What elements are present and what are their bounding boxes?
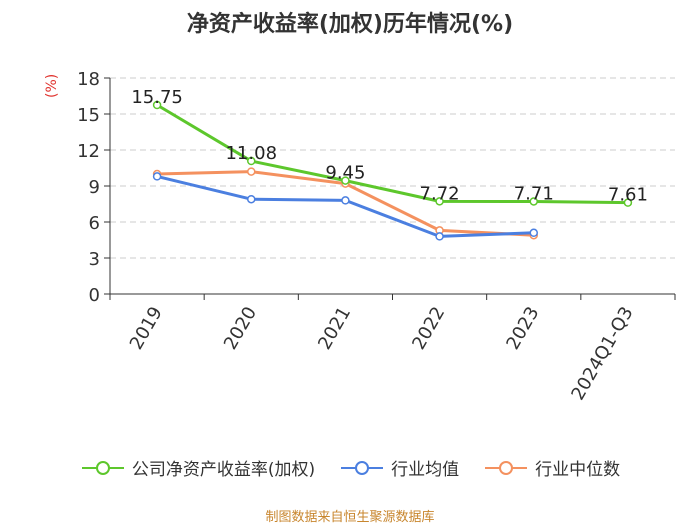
legend-swatch-industry-median xyxy=(485,460,528,475)
x-tick-label: 2019 xyxy=(126,303,167,353)
y-tick-label: 15 xyxy=(77,105,100,126)
series-lines xyxy=(152,100,633,241)
series-point xyxy=(247,194,256,204)
legend-marker xyxy=(499,460,514,475)
y-tick-label: 18 xyxy=(77,69,100,90)
source-note: 制图数据来自恒生聚源数据库 xyxy=(265,510,435,525)
y-tick-label: 6 xyxy=(89,213,100,234)
series-line xyxy=(156,103,628,205)
legend-swatch-industry-avg xyxy=(341,460,384,475)
y-tick-label: 0 xyxy=(89,285,100,306)
series-point xyxy=(341,196,350,205)
series-point xyxy=(341,176,350,185)
data-label: 7.71 xyxy=(514,183,554,204)
series-point xyxy=(529,228,538,238)
y-tick-label: 3 xyxy=(89,249,100,270)
series-point xyxy=(247,167,256,176)
data-label: 15.75 xyxy=(131,87,183,108)
x-tick-label: 2020 xyxy=(220,303,261,353)
legend-label-industry-median: 行业中位数 xyxy=(535,460,621,480)
y-tick-label: 12 xyxy=(77,141,100,162)
series-point xyxy=(435,197,444,206)
series-point xyxy=(152,172,162,181)
series-point xyxy=(623,198,633,207)
legend: 公司净资产收益率(加权) 行业均值 行业中位数 xyxy=(0,455,700,480)
legend-marker xyxy=(95,460,110,475)
legend-label-industry-avg: 行业均值 xyxy=(391,460,460,480)
data-label: 9.45 xyxy=(325,163,365,184)
y-tick-label: 9 xyxy=(89,177,100,198)
legend-item-company[interactable]: 公司净资产收益率(加权) xyxy=(80,455,315,480)
data-labels: 15.75 11.08 9.45 7.72 7.71 7.61 xyxy=(131,87,648,206)
x-tick-label: 2023 xyxy=(502,303,543,353)
legend-swatch-company xyxy=(81,460,124,475)
series-point xyxy=(247,156,256,166)
x-tick-label: 2021 xyxy=(314,303,355,353)
x-tick-label: 2022 xyxy=(408,303,449,353)
series-point xyxy=(152,100,162,110)
legend-item-industry-avg[interactable]: 行业均值 xyxy=(339,455,459,480)
legend-label-company: 公司净资产收益率(加权) xyxy=(131,460,316,480)
axes: 0 3 6 9 12 15 18 2019 2020 2021 2022 2023 2024Q1-Q3 xyxy=(77,69,676,404)
x-tick-label: 2024Q1-Q3 xyxy=(567,303,637,404)
data-label: 7.72 xyxy=(420,183,460,204)
chart-title: 净资产收益率(加权)历年情况(%) xyxy=(186,12,514,37)
series-point xyxy=(435,232,444,241)
grid-lines xyxy=(110,77,675,259)
data-label: 7.61 xyxy=(608,185,648,206)
data-label: 11.08 xyxy=(225,143,277,164)
series-point xyxy=(529,197,538,206)
legend-item-industry-median[interactable]: 行业中位数 xyxy=(483,455,620,480)
legend-marker xyxy=(355,460,370,475)
